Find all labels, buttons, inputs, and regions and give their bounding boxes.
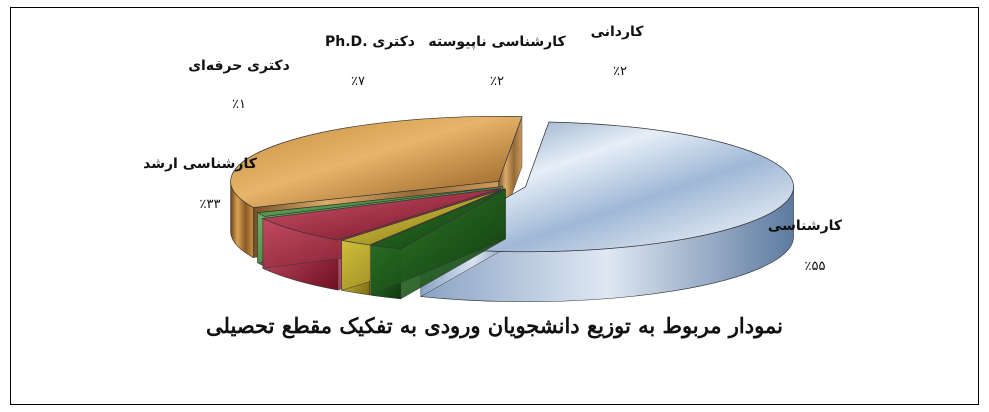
pie-slice-top: [341, 188, 505, 246]
slice-value-label: ٪۳۳: [200, 197, 221, 212]
pie-slice-top: [419, 121, 794, 253]
slice-label: کارشناسی ارشد: [143, 156, 258, 172]
pie-slice-top: [256, 186, 503, 217]
slice-label: کاردانی: [591, 24, 645, 40]
slice-label: دکتری حرفه‌ای: [188, 58, 290, 74]
slice-value-label: ٪۷: [351, 74, 365, 89]
slice-value-label: ٪۱: [232, 97, 246, 112]
slice-label: کارشناسی: [768, 218, 843, 234]
slice-label: کارشناسی ناپیوسته: [428, 34, 566, 50]
chart-title: نمودار مربوط به توزیع دانشجویان ورودی به…: [206, 313, 783, 338]
pie-slice-top: [230, 115, 523, 208]
slice-label: دکتری .Ph.D: [325, 34, 415, 50]
pie-slice: [369, 188, 506, 300]
pie-slice-top: [369, 188, 506, 250]
slice-value-label: ٪۵۵: [805, 259, 826, 274]
slice-value-label: ٪۲: [613, 64, 627, 79]
pie-slice-top: [261, 188, 501, 241]
slice-value-label: ٪۲: [490, 74, 504, 89]
